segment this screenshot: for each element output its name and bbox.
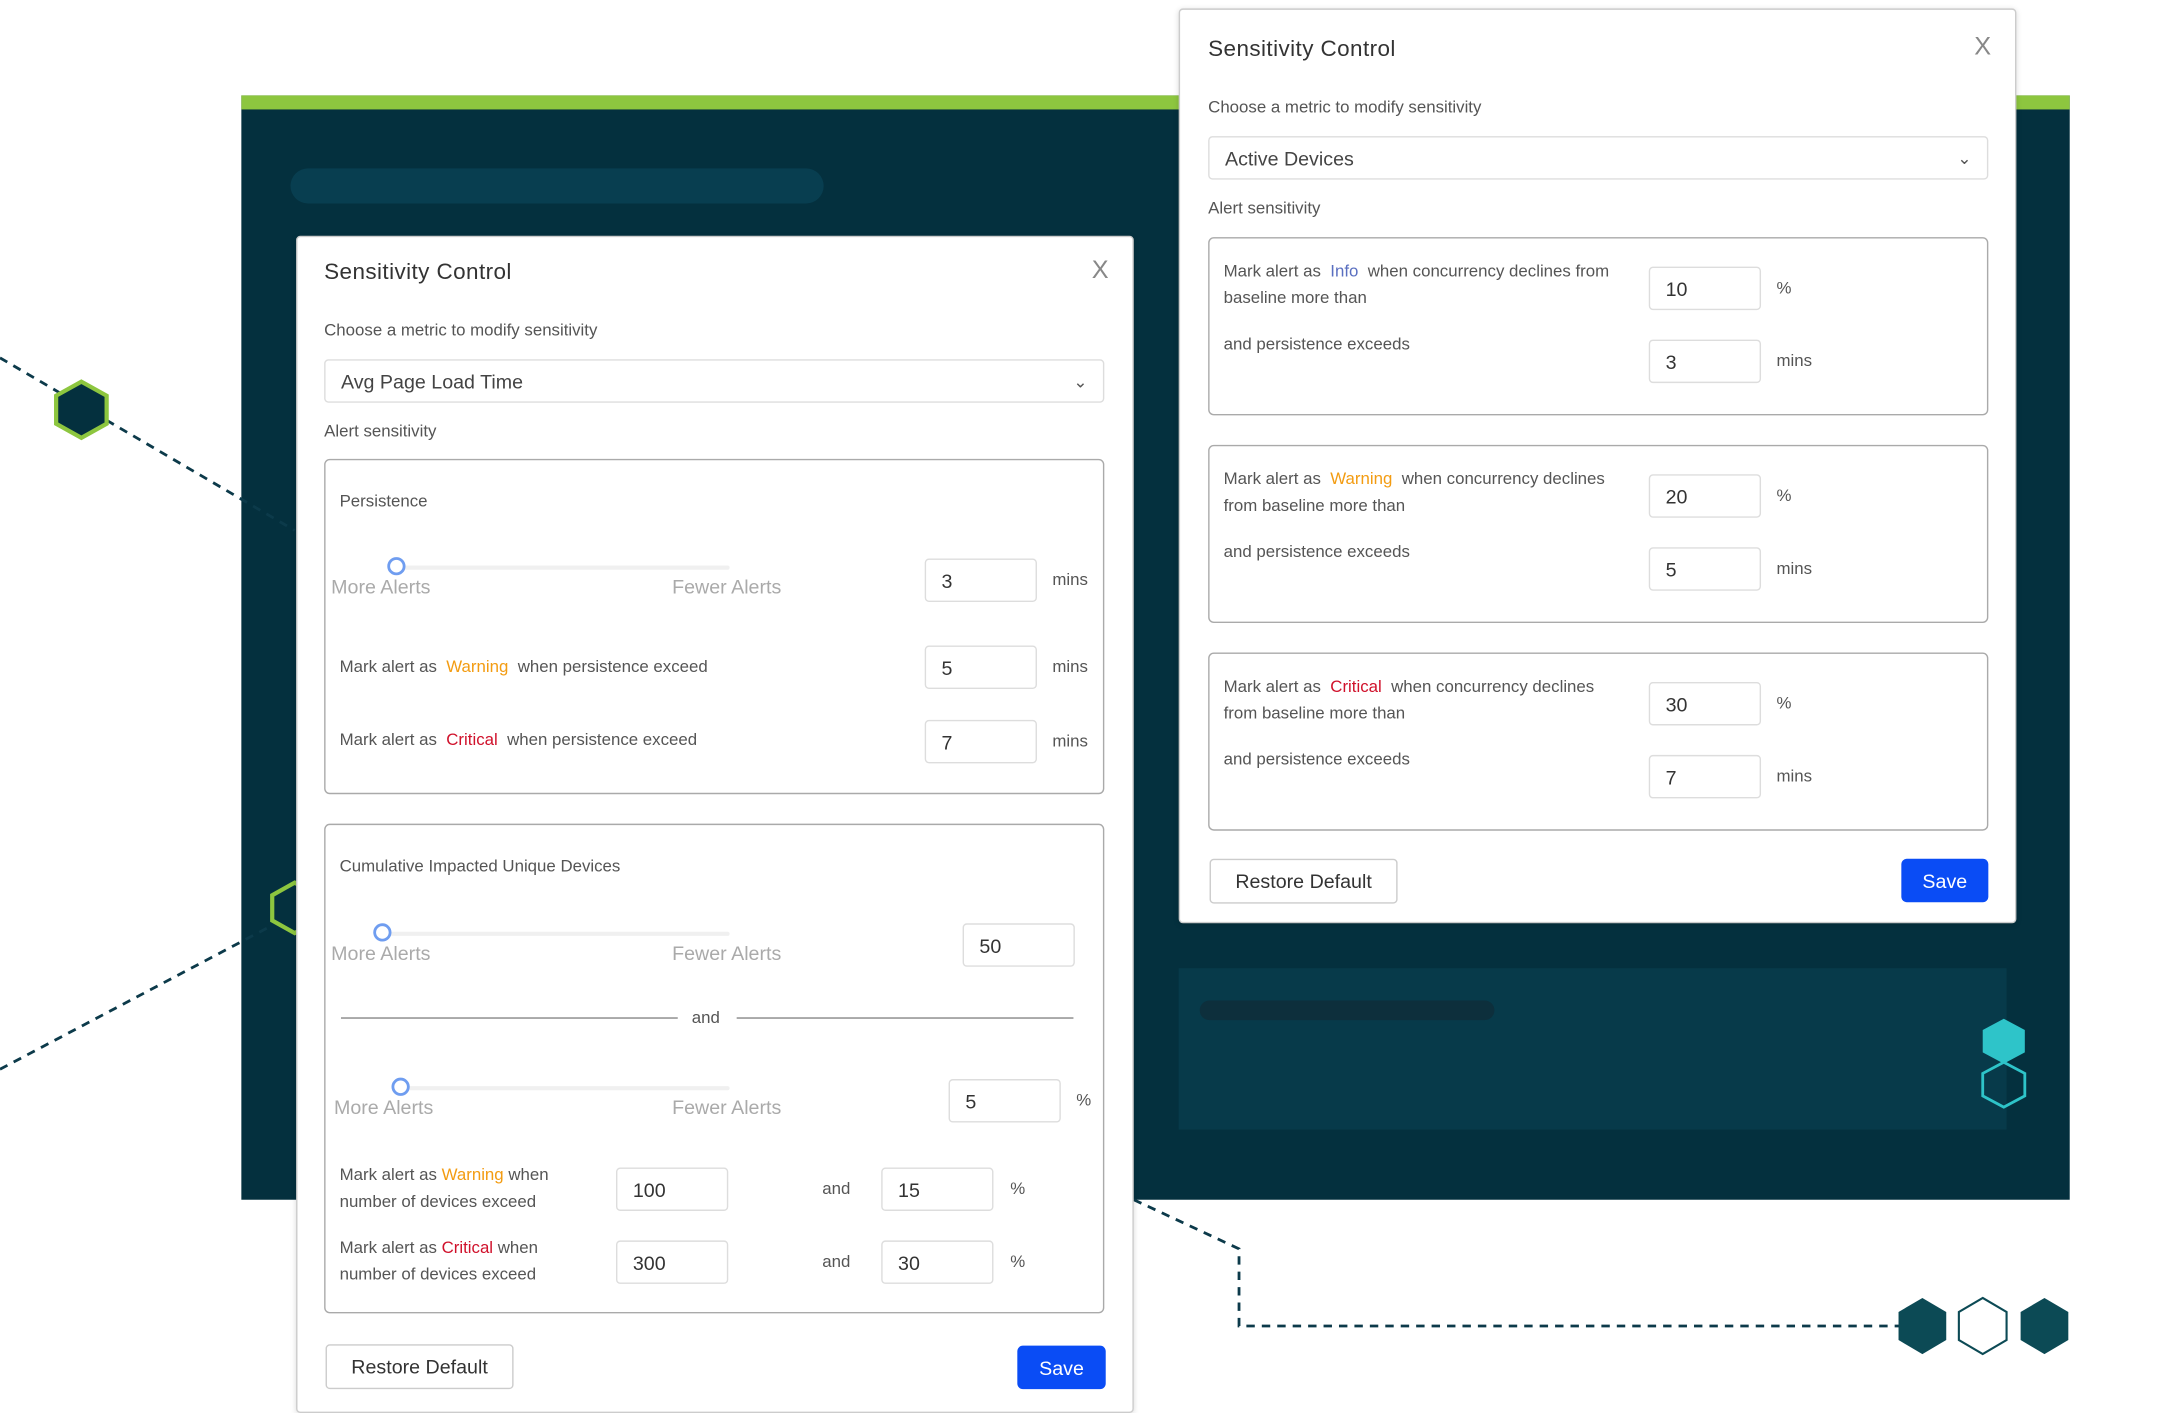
placeholder-bar <box>1199 1000 1495 1021</box>
hexagon-icon <box>1957 1296 2008 1356</box>
rule-text: Mark alert as Critical when concurrency … <box>1223 676 1595 723</box>
save-button[interactable]: Save <box>1901 858 1989 903</box>
dashed-connector <box>0 356 296 532</box>
hexagon-icon <box>1898 1297 1947 1355</box>
unit-label: % <box>1076 1090 1092 1110</box>
rule-text: Mark alert as Info when concurrency decl… <box>1223 260 1610 308</box>
placeholder-bar <box>290 168 824 204</box>
rule-text: Mark alert as Warning when concurrency d… <box>1223 468 1605 515</box>
close-icon[interactable]: X <box>1091 255 1109 284</box>
devices-percent-input[interactable]: 5 <box>948 1079 1061 1123</box>
devices-section: Cumulative Impacted Unique Devices More … <box>324 823 1105 1314</box>
metric-select[interactable]: Active Devices ⌄ <box>1208 136 1989 180</box>
percent-input[interactable]: 10 <box>1648 266 1762 311</box>
hexagon-icon <box>2020 1297 2069 1355</box>
warning-rule-text: Mark alert as Warning when number of devi… <box>339 1164 549 1211</box>
hexagon-icon <box>1982 1018 2025 1064</box>
devices-percent-slider-handle[interactable] <box>391 1077 410 1096</box>
persistence-heading: Persistence <box>339 491 428 511</box>
chevron-down-icon: ⌄ <box>1957 148 1972 168</box>
warning-persistence-input[interactable]: 5 <box>924 645 1037 689</box>
persistence-label: and persistence exceeds <box>1223 333 1410 354</box>
modal-title: Sensitivity Control <box>1208 37 1396 62</box>
fewer-alerts-label: Fewer Alerts <box>672 941 782 964</box>
fewer-alerts-label: Fewer Alerts <box>672 575 782 598</box>
restore-default-button[interactable]: Restore Default <box>1209 858 1398 904</box>
persistence-input[interactable]: 3 <box>924 558 1037 602</box>
fewer-alerts-label: Fewer Alerts <box>672 1095 782 1119</box>
alert-sensitivity-label: Alert sensitivity <box>324 420 437 441</box>
more-alerts-label: More Alerts <box>331 575 431 598</box>
dashed-connector <box>0 924 272 1071</box>
devices-heading: Cumulative Impacted Unique Devices <box>339 855 621 876</box>
and-label: and <box>822 1251 851 1272</box>
unit-label: mins <box>1776 766 1813 786</box>
persistence-label: and persistence exceeds <box>1223 749 1410 769</box>
metric-select-value: Active Devices <box>1224 146 1354 170</box>
alert-rule-info: Mark alert as Info when concurrency decl… <box>1208 237 1989 416</box>
hexagon-icon <box>54 379 109 441</box>
unit-label: mins <box>1052 569 1088 590</box>
and-label: and <box>822 1178 851 1199</box>
choose-metric-label: Choose a metric to modify sensitivity <box>324 319 598 340</box>
warning-rule-text: Mark alert as Warning when persistence e… <box>339 656 708 677</box>
percent-input[interactable]: 30 <box>1648 681 1762 726</box>
sensitivity-control-modal: Sensitivity Control X Choose a metric to… <box>296 235 1134 1413</box>
alert-rule-critical: Mark alert as Critical when concurrency … <box>1208 652 1989 831</box>
unit-label: mins <box>1052 731 1088 751</box>
more-alerts-label: More Alerts <box>331 941 431 964</box>
metric-select-value: Avg Page Load Time <box>340 369 523 393</box>
choose-metric-label: Choose a metric to modify sensitivity <box>1208 96 1482 117</box>
dashed-connector <box>1133 1198 1902 1328</box>
close-icon[interactable]: X <box>1974 32 1992 61</box>
persistence-slider[interactable] <box>395 565 730 570</box>
warning-percent-input[interactable]: 15 <box>881 1167 994 1211</box>
critical-rule-text: Mark alert as Critical when persistence … <box>339 729 698 750</box>
more-alerts-label: More Alerts <box>333 1095 434 1119</box>
modal-title: Sensitivity Control <box>324 260 512 285</box>
unit-label: mins <box>1776 350 1813 371</box>
warning-count-input[interactable]: 100 <box>616 1167 729 1211</box>
unit-label: % <box>1776 485 1792 506</box>
persistence-label: and persistence exceeds <box>1223 541 1410 562</box>
and-label: and <box>691 1007 720 1028</box>
critical-count-input[interactable]: 300 <box>616 1240 729 1284</box>
critical-persistence-input[interactable]: 7 <box>924 719 1037 764</box>
sensitivity-control-modal: Sensitivity Control X Choose a metric to… <box>1178 8 2017 924</box>
devices-count-input[interactable]: 50 <box>962 923 1075 967</box>
percent-input[interactable]: 20 <box>1648 474 1762 518</box>
metric-select[interactable]: Avg Page Load Time ⌄ <box>324 359 1105 403</box>
devices-slider[interactable] <box>381 931 730 936</box>
chevron-down-icon: ⌄ <box>1073 371 1088 391</box>
persistence-input[interactable]: 5 <box>1648 547 1762 591</box>
unit-label: mins <box>1776 558 1813 579</box>
unit-label: % <box>1010 1178 1026 1199</box>
devices-percent-slider[interactable] <box>399 1086 730 1091</box>
unit-label: % <box>1776 277 1792 298</box>
critical-percent-input[interactable]: 30 <box>881 1240 994 1284</box>
devices-slider-handle[interactable] <box>373 923 392 942</box>
critical-rule-text: Mark alert as Critical when number of dev… <box>339 1237 538 1284</box>
unit-label: mins <box>1052 656 1088 677</box>
background-panel <box>1178 968 2007 1130</box>
persistence-section: Persistence More Alerts Fewer Alerts 3 m… <box>324 458 1105 795</box>
hexagon-icon <box>1981 1060 2027 1109</box>
alert-rule-warning: Mark alert as Warning when concurrency d… <box>1208 444 1989 624</box>
persistence-input[interactable]: 3 <box>1648 339 1762 384</box>
alert-sensitivity-label: Alert sensitivity <box>1208 197 1321 218</box>
divider <box>736 1017 1074 1019</box>
divider <box>340 1017 678 1019</box>
unit-label: % <box>1010 1251 1026 1272</box>
persistence-slider-handle[interactable] <box>387 557 406 576</box>
persistence-input[interactable]: 7 <box>1648 754 1762 799</box>
unit-label: % <box>1776 693 1792 713</box>
restore-default-button[interactable]: Restore Default <box>325 1344 514 1390</box>
save-button[interactable]: Save <box>1017 1345 1106 1390</box>
